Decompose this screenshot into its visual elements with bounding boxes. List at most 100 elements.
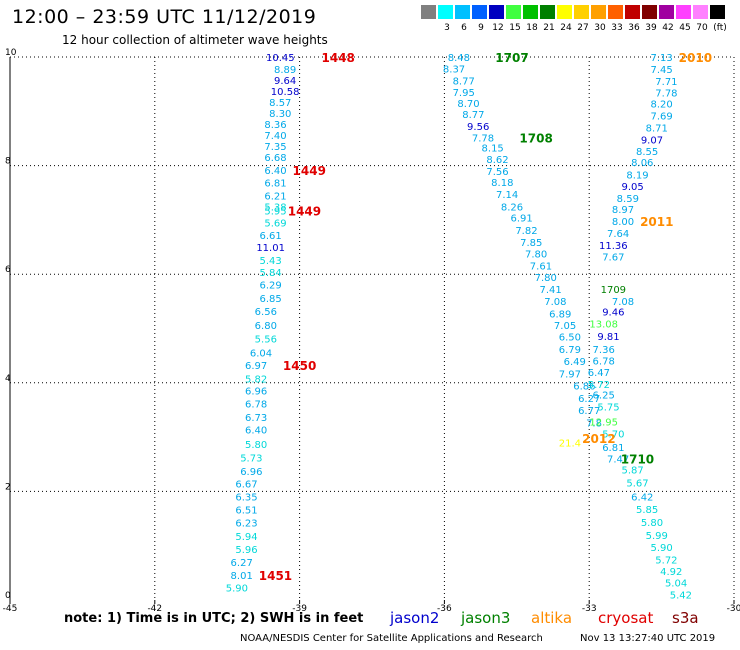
legend-label: 27 xyxy=(577,23,589,33)
data-point-label: 7.85 xyxy=(520,238,542,249)
data-point-label: 7.35 xyxy=(264,142,286,153)
data-point-label: 5.67 xyxy=(626,479,648,490)
y-tick-label: 2 xyxy=(5,482,11,492)
legend-label: 45 xyxy=(679,23,691,33)
x-tick-label: -36 xyxy=(437,604,452,614)
pass-label: 1707 xyxy=(495,51,528,65)
data-point-label: 6.25 xyxy=(593,391,615,402)
data-point-label: 6.96 xyxy=(245,386,267,397)
data-point-label: 7.78 xyxy=(655,88,677,99)
data-point-label: 7.80 xyxy=(535,273,557,284)
data-point-label: 7.13 xyxy=(650,53,672,64)
data-point-label: 8.57 xyxy=(269,98,291,109)
data-point-label: 7.64 xyxy=(607,229,629,240)
data-point-label: 5.95 xyxy=(264,207,286,218)
legend-swatch xyxy=(540,5,555,19)
legend-label: 6 xyxy=(461,23,467,33)
pass-label: 1451 xyxy=(259,569,292,583)
data-point-label: 6.27 xyxy=(231,558,253,569)
data-point-label: 6.61 xyxy=(260,231,282,242)
data-point-label: 7.05 xyxy=(554,321,576,332)
legend-cryosat: cryosat xyxy=(598,609,654,627)
data-point-label: 8.55 xyxy=(636,147,658,158)
data-point-label: 8.20 xyxy=(650,100,672,111)
page-subtitle: 12 hour collection of altimeter wave hei… xyxy=(62,33,328,47)
legend-label: 21 xyxy=(543,23,555,33)
legend-label: 33 xyxy=(611,23,623,33)
legend-swatch xyxy=(506,5,521,19)
data-point-label: 5.43 xyxy=(260,256,282,267)
y-tick-label: 8 xyxy=(5,157,11,167)
legend-swatch xyxy=(693,5,708,19)
data-point-label: 6.21 xyxy=(264,191,286,202)
data-point-label: 7.36 xyxy=(593,345,615,356)
x-tick-label: -45 xyxy=(3,604,18,614)
data-point-label: 6.91 xyxy=(510,214,532,225)
legend-jason3: jason3 xyxy=(461,609,511,627)
data-point-label: 8.77 xyxy=(453,76,475,87)
data-point-label: 7.69 xyxy=(650,112,672,123)
data-point-label: 21.4 xyxy=(559,439,581,450)
data-point-label: 8.26 xyxy=(501,202,523,213)
data-point-label: 6.81 xyxy=(602,443,624,454)
data-point-label: 6.73 xyxy=(245,413,267,424)
data-point-label: 8.89 xyxy=(274,65,296,76)
y-tick-label: 6 xyxy=(5,265,11,275)
page-title: 12:00 – 23:59 UTC 11/12/2019 xyxy=(12,6,317,28)
legend-label: 9 xyxy=(478,23,484,33)
pass-label: 1449 xyxy=(293,164,326,178)
data-point-label: 5.90 xyxy=(226,584,248,595)
legend-swatch xyxy=(489,5,504,19)
legend-unit: (ft) xyxy=(713,23,727,33)
data-point-label: 6.80 xyxy=(255,321,277,332)
data-point-label: 6.40 xyxy=(245,425,267,436)
pass-label: 1450 xyxy=(283,359,316,373)
legend-swatch xyxy=(659,5,674,19)
data-point-label: 7.82 xyxy=(515,226,537,237)
x-tick-label: -30 xyxy=(727,604,740,614)
legend-swatch xyxy=(455,5,470,19)
data-point-label: 5.80 xyxy=(245,440,267,451)
data-point-label: 7.41 xyxy=(539,285,561,296)
data-point-label: 12.95 xyxy=(589,417,618,428)
y-tick-label: 0 xyxy=(5,591,11,601)
data-point-label: 9.64 xyxy=(274,76,296,87)
legend-swatch xyxy=(438,5,453,19)
data-point-label: 6.68 xyxy=(264,153,286,164)
data-point-label: 6.56 xyxy=(255,307,277,318)
data-point-label: 7.08 xyxy=(612,297,634,308)
legend-altika: altika xyxy=(531,609,573,627)
data-point-label: 5.56 xyxy=(255,334,277,345)
legend-s3a: s3a xyxy=(672,609,699,627)
data-point-label: 8.06 xyxy=(631,158,653,169)
data-point-label: 6.35 xyxy=(235,492,257,503)
data-point-label: 6.40 xyxy=(264,166,286,177)
data-point-label: 1709 xyxy=(601,285,626,296)
data-point-label: 10.58 xyxy=(271,87,300,98)
data-point-label: 6.23 xyxy=(235,518,257,529)
data-point-label: 5.90 xyxy=(650,543,672,554)
data-point-label: 5.73 xyxy=(240,454,262,465)
data-point-label: 8.30 xyxy=(269,109,291,120)
pass-label: 1448 xyxy=(322,51,355,65)
pass-label: 2010 xyxy=(679,51,712,65)
data-point-label: 11.36 xyxy=(599,241,628,252)
data-point-label: 6.49 xyxy=(564,357,586,368)
data-point-label: 8.15 xyxy=(482,144,504,155)
data-point-label: 7.14 xyxy=(496,190,518,201)
data-point-label: 7.56 xyxy=(486,167,508,178)
data-point-label: 7.97 xyxy=(559,370,581,381)
data-point-label: 6.47 xyxy=(588,368,610,379)
legend-label: 3 xyxy=(444,23,450,33)
data-point-label: 5.94 xyxy=(235,532,257,543)
legend-swatch xyxy=(591,5,606,19)
data-point-label: 6.67 xyxy=(235,479,257,490)
data-point-label: 7.95 xyxy=(453,88,475,99)
data-point-label: 13.08 xyxy=(589,320,618,331)
data-point-label: 9.46 xyxy=(602,308,624,319)
data-point-label: 6.78 xyxy=(593,357,615,368)
data-point-label: 5.69 xyxy=(264,219,286,230)
data-point-label: 6.42 xyxy=(631,492,653,503)
data-point-label: 5.72 xyxy=(588,380,610,391)
